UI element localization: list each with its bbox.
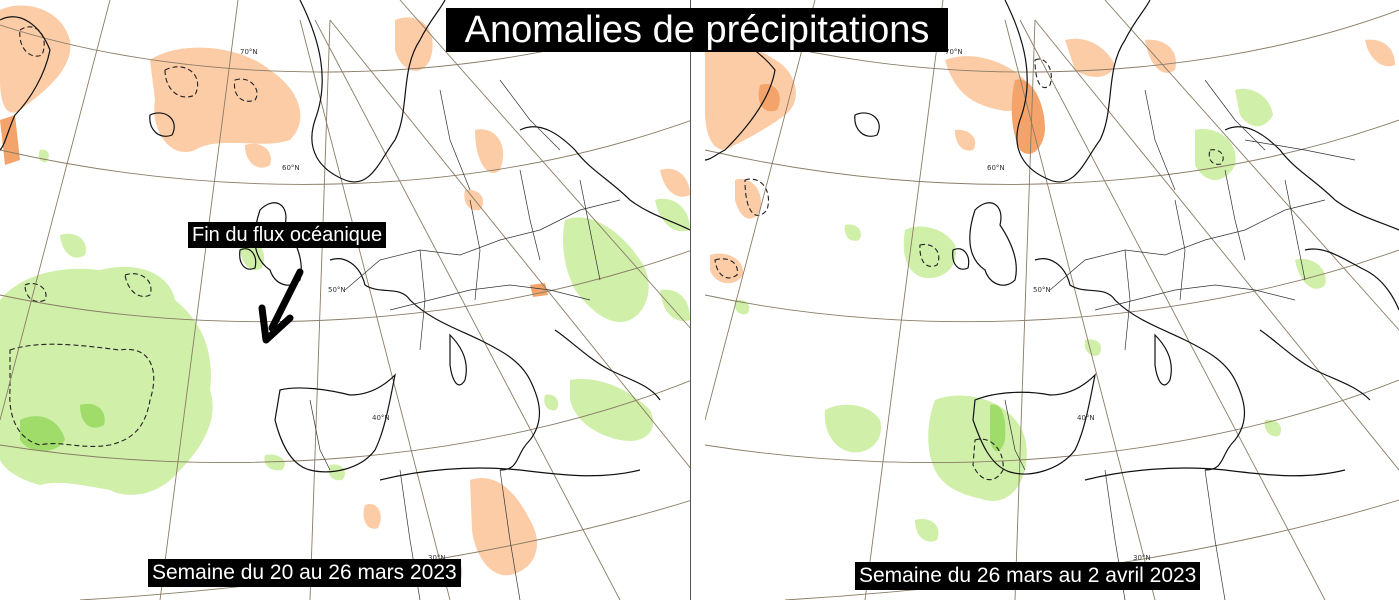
latitude-label-50n: 50°N xyxy=(328,286,346,294)
precipitation-anomaly-map-week1: 70°N 60°N 50°N 40°N 30°N xyxy=(0,0,692,600)
southwest-arrow xyxy=(258,268,304,344)
latitude-label-30n: 30°N xyxy=(1133,554,1151,562)
map-panel-week2: 70°N 60°N 50°N 40°N 30°N xyxy=(705,0,1399,600)
precipitation-anomaly-map-week2: 70°N 60°N 50°N 40°N 30°N xyxy=(705,0,1399,600)
latitude-label-60n: 60°N xyxy=(987,164,1005,172)
coastlines xyxy=(705,0,1399,481)
week-caption: Semaine du 26 mars au 2 avril 2023 xyxy=(855,562,1201,590)
panel-edge-left xyxy=(690,0,691,600)
week-caption: Semaine du 20 au 26 mars 2023 xyxy=(148,559,461,587)
map-panel-week1: 70°N 60°N 50°N 40°N 30°N Semaine du 20 a… xyxy=(0,0,692,600)
wet-anomaly-areas xyxy=(0,149,690,495)
latitude-label-50n: 50°N xyxy=(1033,286,1051,294)
annotation-label: Fin du flux océanique xyxy=(188,222,387,248)
country-borders xyxy=(309,79,621,600)
graticule xyxy=(0,0,692,600)
page-title: Anomalies de précipitations xyxy=(446,8,948,52)
significance-contours xyxy=(714,58,1224,481)
latitude-label-60n: 60°N xyxy=(282,164,300,172)
latitude-label-40n: 40°N xyxy=(1077,414,1095,422)
dry-anomaly-areas xyxy=(705,38,1395,284)
latitude-label-30n: 30°N xyxy=(428,554,446,562)
significance-contours xyxy=(9,26,258,447)
latitude-labels: 70°N 60°N 50°N 40°N 30°N xyxy=(945,48,1151,562)
coastlines xyxy=(0,0,691,481)
latitude-label-70n: 70°N xyxy=(240,48,258,56)
wet-anomaly-areas xyxy=(734,88,1326,542)
latitude-label-70n: 70°N xyxy=(945,48,963,56)
latitude-labels: 70°N 60°N 50°N 40°N 30°N xyxy=(240,48,446,562)
country-borders xyxy=(1004,79,1356,600)
panel-divider xyxy=(690,0,705,600)
latitude-label-40n: 40°N xyxy=(372,414,390,422)
